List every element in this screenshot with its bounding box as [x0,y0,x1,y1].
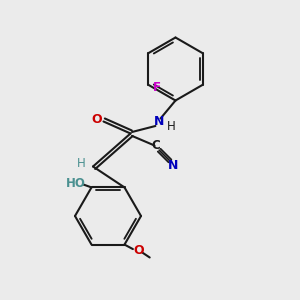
Text: HO: HO [66,177,86,190]
Text: O: O [134,244,144,257]
Text: H: H [77,157,86,170]
Text: O: O [92,112,102,126]
Text: N: N [154,115,164,128]
Text: F: F [153,81,161,94]
Text: N: N [168,159,178,172]
Text: H: H [167,120,176,133]
Text: C: C [152,139,160,152]
